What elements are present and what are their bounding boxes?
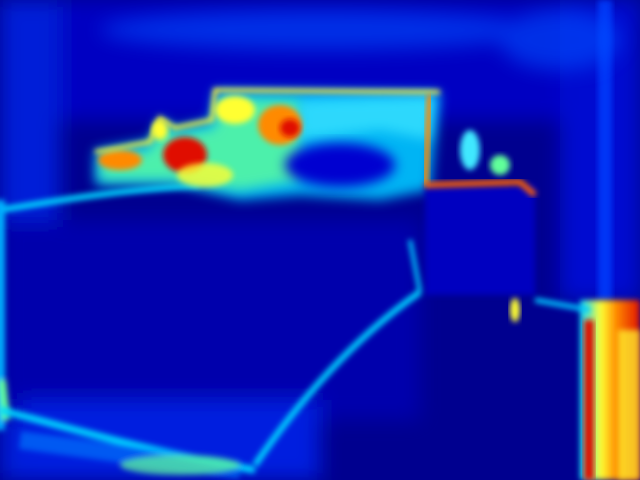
top-haze xyxy=(100,10,620,70)
bottom-left-edge xyxy=(0,406,256,479)
upper-furniture-hot-region xyxy=(94,87,441,200)
right-wall-hot-edge xyxy=(580,0,640,480)
floor-diagonal-edge xyxy=(252,239,591,467)
center-cabinet xyxy=(420,94,537,322)
